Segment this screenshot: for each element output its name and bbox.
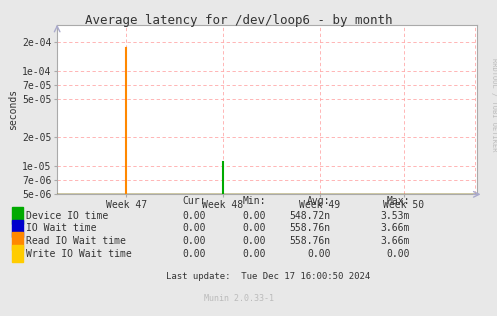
Text: 0.00: 0.00 xyxy=(183,211,206,221)
Text: Device IO time: Device IO time xyxy=(26,211,108,221)
Text: 3.53m: 3.53m xyxy=(381,211,410,221)
Text: 0.00: 0.00 xyxy=(183,249,206,258)
Text: Min:: Min: xyxy=(243,196,266,206)
Text: 0.00: 0.00 xyxy=(387,249,410,258)
Text: Munin 2.0.33-1: Munin 2.0.33-1 xyxy=(204,294,273,303)
Y-axis label: seconds: seconds xyxy=(8,89,18,131)
Text: Max:: Max: xyxy=(387,196,410,206)
Text: 0.00: 0.00 xyxy=(183,223,206,233)
Text: Avg:: Avg: xyxy=(307,196,331,206)
Text: Average latency for /dev/loop6 - by month: Average latency for /dev/loop6 - by mont… xyxy=(85,14,392,27)
Text: 0.00: 0.00 xyxy=(243,211,266,221)
Text: 0.00: 0.00 xyxy=(243,249,266,258)
Text: 548.72n: 548.72n xyxy=(289,211,331,221)
Text: Cur:: Cur: xyxy=(183,196,206,206)
Text: IO Wait time: IO Wait time xyxy=(26,223,97,233)
Text: Write IO Wait time: Write IO Wait time xyxy=(26,249,132,258)
Text: RRDTOOL / TOBI OETIKER: RRDTOOL / TOBI OETIKER xyxy=(491,58,497,151)
Text: 0.00: 0.00 xyxy=(243,236,266,246)
Text: Read IO Wait time: Read IO Wait time xyxy=(26,236,126,246)
Text: 558.76n: 558.76n xyxy=(289,223,331,233)
Text: 0.00: 0.00 xyxy=(307,249,331,258)
Text: 0.00: 0.00 xyxy=(243,223,266,233)
Text: Last update:  Tue Dec 17 16:00:50 2024: Last update: Tue Dec 17 16:00:50 2024 xyxy=(166,272,370,281)
Text: 3.66m: 3.66m xyxy=(381,223,410,233)
Text: 3.66m: 3.66m xyxy=(381,236,410,246)
Text: 558.76n: 558.76n xyxy=(289,236,331,246)
Text: 0.00: 0.00 xyxy=(183,236,206,246)
